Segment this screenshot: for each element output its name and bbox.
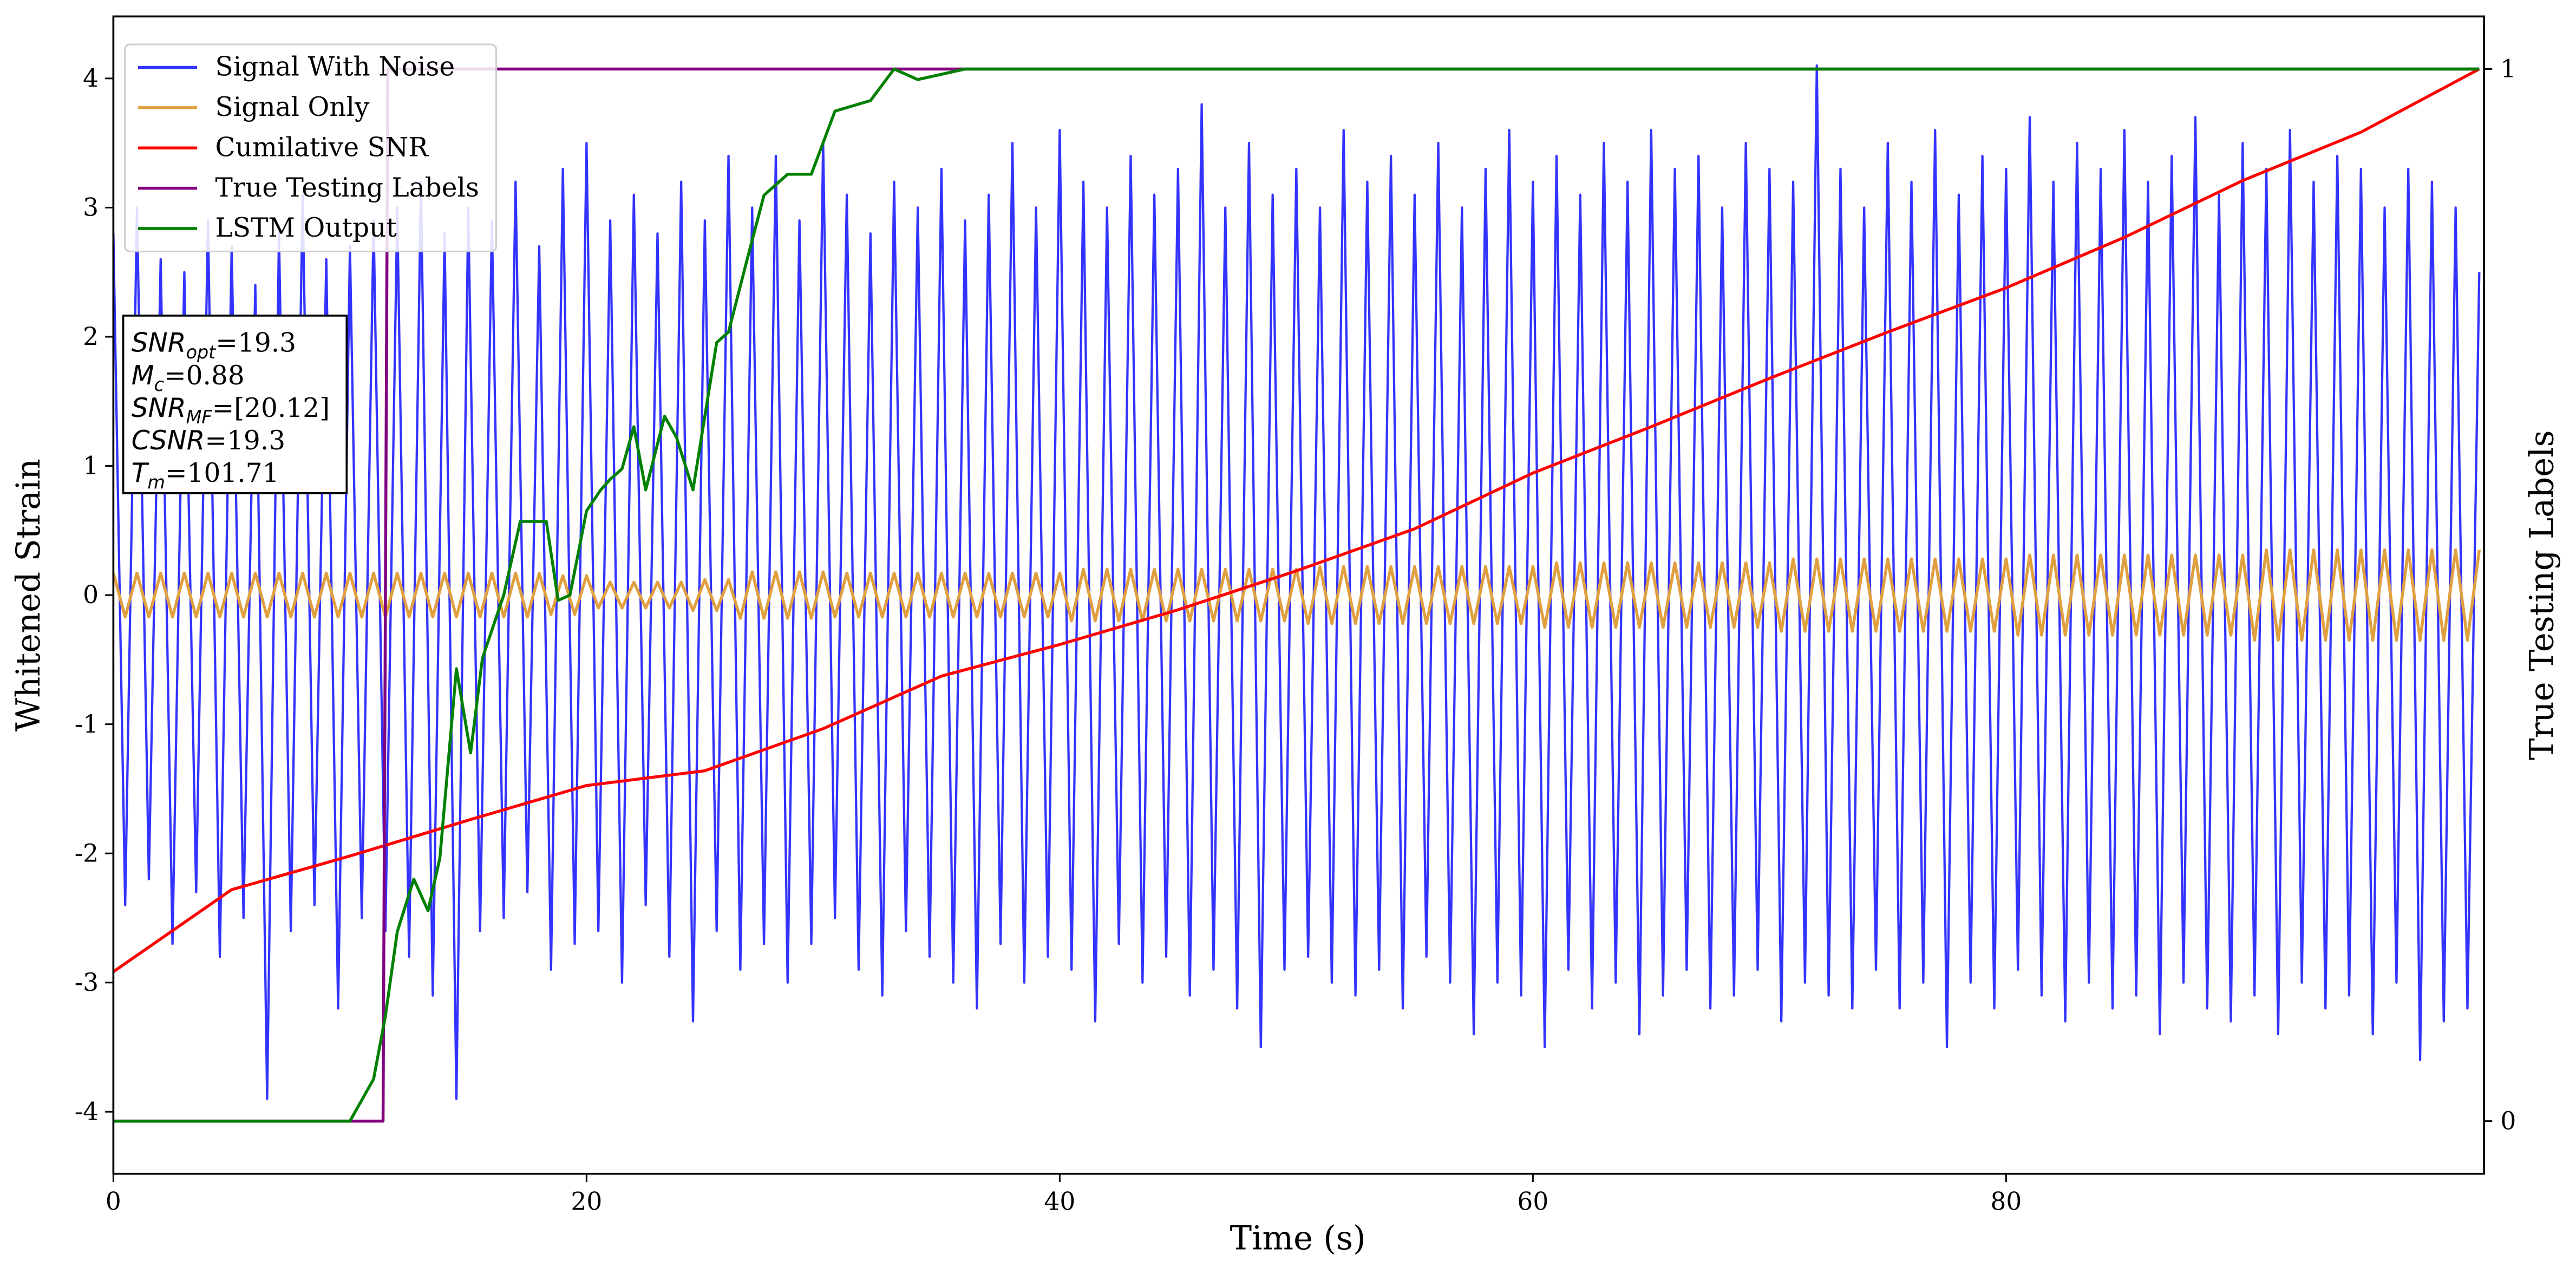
legend-label: Cumilative SNR: [215, 132, 429, 162]
x-tick-label: 80: [1990, 1187, 2022, 1216]
annotation-box: [122, 315, 348, 494]
x-tick-label: 0: [106, 1187, 121, 1216]
x-tick-label: 40: [1044, 1187, 1075, 1216]
y-tick-label: 3: [83, 193, 99, 222]
series-line: [113, 548, 2481, 642]
y2-axis-label: True Testing Labels: [2523, 430, 2561, 760]
annotation-line: SNRMF=[20.12]: [132, 393, 330, 428]
y-tick-label: 1: [83, 452, 99, 480]
y-tick-label: 4: [83, 64, 99, 93]
annotation-value: =101.71: [165, 458, 279, 488]
annotation-symbol: SNR: [132, 328, 186, 358]
legend-label: Signal With Noise: [215, 52, 455, 82]
legend-label: Signal Only: [215, 92, 370, 122]
annotation-value: =19.3: [205, 426, 285, 456]
y-tick-label: 0: [83, 580, 99, 609]
annotation-line: CSNR=19.3: [132, 426, 285, 456]
x-axis-label: Time (s): [1230, 1219, 1366, 1257]
series-line: [113, 68, 2480, 973]
legend: Signal With Noise Signal Only Cumilative S…: [124, 43, 497, 253]
annotation-line: SNRopt=19.3: [132, 328, 296, 363]
series-line: [113, 64, 2481, 1100]
annotation-line: Tm=101.71: [132, 458, 279, 493]
annotation-symbol: T: [132, 458, 149, 488]
annotation-subscript: c: [154, 374, 164, 395]
annotation-subscript: MF: [186, 407, 213, 428]
y-tick-label: -2: [75, 839, 99, 867]
y-tick-label: -1: [75, 710, 99, 739]
plot-area: [113, 64, 2481, 1123]
legend-label: True Testing Labels: [215, 173, 479, 203]
y-tick-label: -3: [75, 968, 99, 997]
annotation-symbol: M: [132, 361, 154, 391]
legend-box: [124, 43, 497, 253]
annotation: SNRopt=19.3Mc=0.88SNRMF=[20.12]CSNR=19.3…: [122, 315, 348, 494]
y2-tick-label: 0: [2500, 1107, 2516, 1135]
annotation-symbol: CSNR: [132, 426, 205, 456]
legend-label: LSTM Output: [215, 213, 397, 243]
y-tick-label: 2: [83, 322, 99, 351]
annotation-value: =19.3: [215, 328, 296, 358]
y-axis-label: Whitened Strain: [10, 459, 48, 731]
annotation-value: =[20.12]: [212, 393, 330, 423]
annotation-value: =0.88: [164, 361, 245, 391]
series-line: [113, 67, 2480, 1123]
y-tick-label: -4: [75, 1097, 99, 1126]
annotation-symbol: SNR: [132, 393, 186, 423]
y2-tick-label: 1: [2500, 55, 2516, 83]
x-tick-label: 60: [1517, 1187, 1548, 1216]
annotation-line: Mc=0.88: [132, 361, 245, 395]
x-tick-label: 20: [571, 1187, 602, 1216]
annotation-subscript: m: [147, 472, 165, 493]
annotation-subscript: opt: [186, 342, 217, 363]
